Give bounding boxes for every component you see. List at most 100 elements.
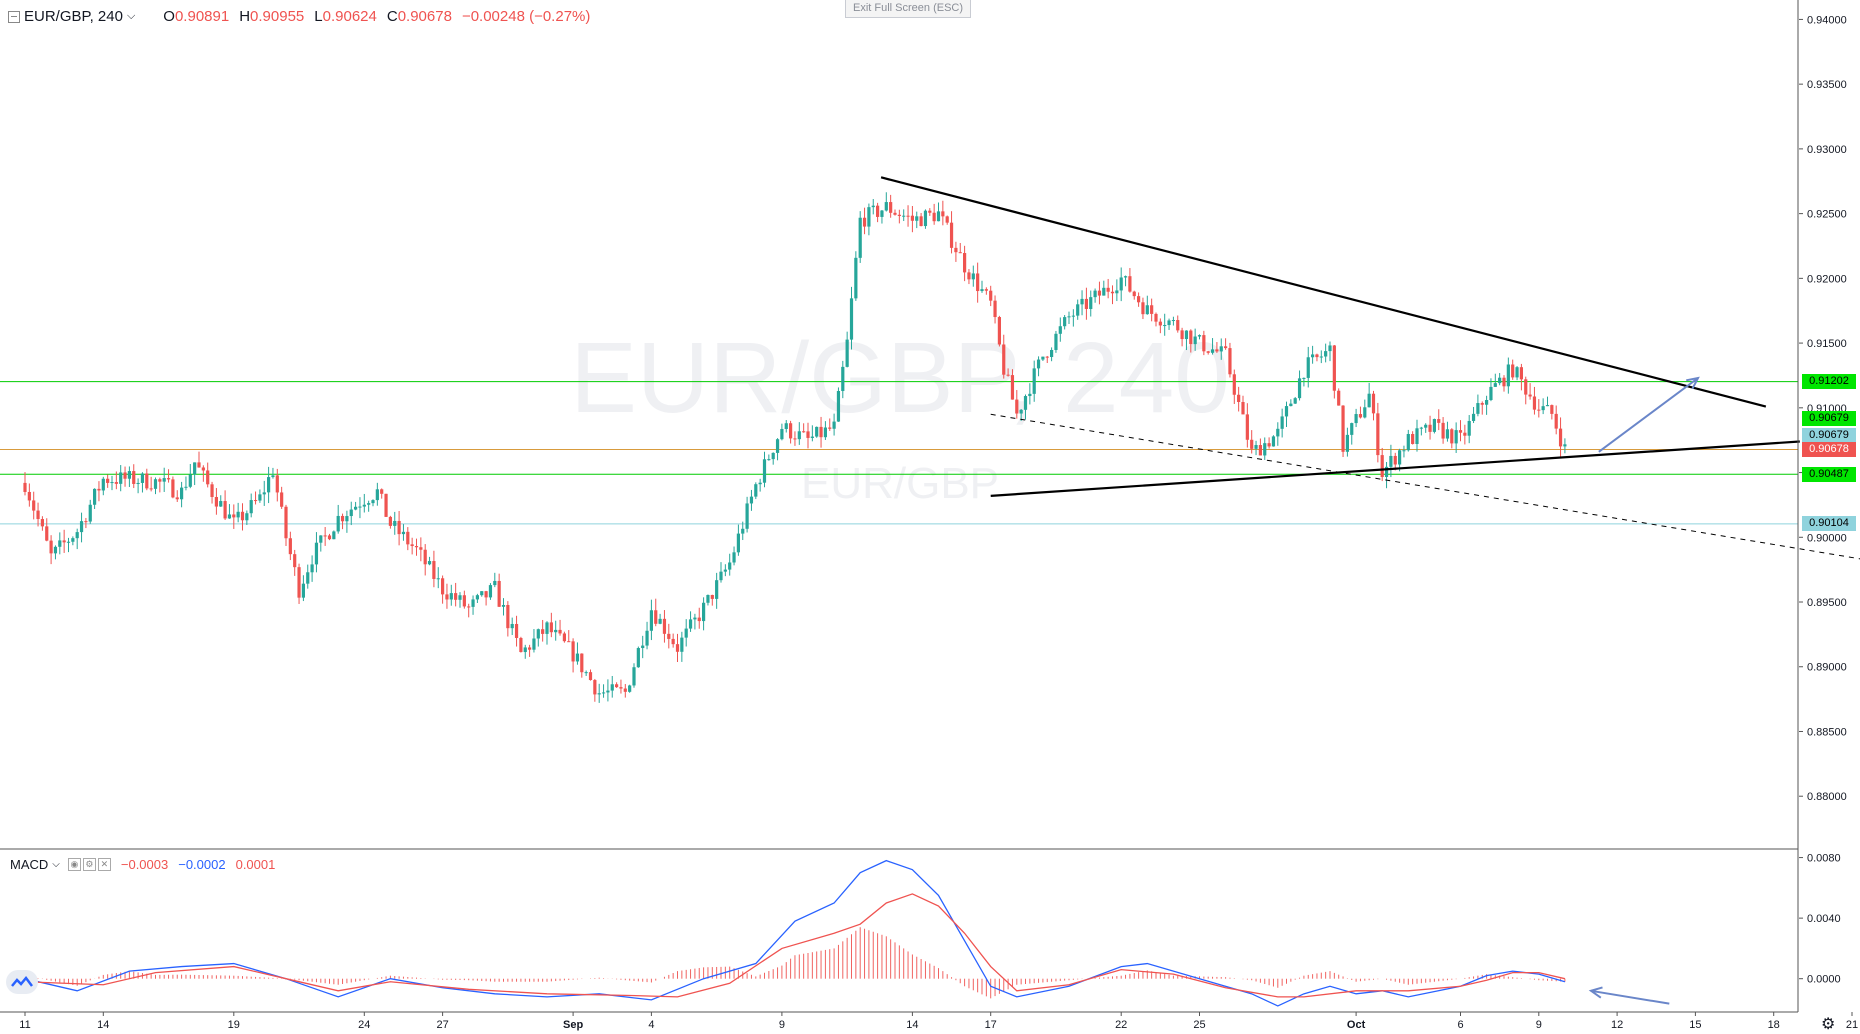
candle-body [219, 501, 223, 507]
candle-body [671, 638, 675, 645]
candle-body [110, 482, 114, 484]
price-tick-label: 0.89000 [1807, 662, 1847, 674]
candle-body [615, 684, 619, 688]
candle-body [493, 580, 497, 586]
candle-body [480, 591, 484, 596]
price-axis-tag: 0.90487 [1802, 466, 1856, 482]
candle-body [954, 247, 958, 253]
candle-body [849, 298, 854, 340]
candle-body [662, 618, 667, 634]
candle-body [1041, 356, 1045, 360]
gear-icon[interactable]: ⚙ [1821, 1016, 1836, 1033]
chevron-down-icon[interactable]: ⌵ [126, 10, 136, 22]
candle-body [562, 633, 566, 642]
menu-icon[interactable] [8, 10, 20, 23]
arrow-shaft [1590, 989, 1670, 1005]
candle-body [532, 638, 536, 650]
tradingview-logo-icon[interactable] [6, 970, 38, 994]
candle-body [153, 479, 158, 489]
candle-body [584, 672, 588, 674]
candle-body [1271, 436, 1276, 447]
candle-body [1254, 445, 1258, 449]
candle-body [227, 514, 232, 519]
candle-body [384, 493, 388, 517]
candle-body [1137, 296, 1141, 303]
candle-body [23, 482, 27, 492]
remove-close-icon[interactable]: ✕ [97, 858, 111, 871]
candle-body [414, 546, 419, 548]
candle-body [180, 487, 184, 500]
candlestick-series [23, 192, 1567, 703]
candle-body [1376, 413, 1380, 456]
candle-body [310, 564, 314, 573]
candle-body [1176, 320, 1180, 331]
candle-body [1237, 394, 1241, 402]
candle-body [1402, 450, 1406, 452]
candle-body [984, 289, 988, 291]
time-tick-label: Sep [563, 1019, 583, 1031]
candle-body [1067, 316, 1071, 318]
candle-body [258, 494, 262, 501]
candle-body [1311, 354, 1315, 358]
candle-body [841, 366, 845, 392]
candle-body [1215, 349, 1219, 352]
price-tick-label: 0.92000 [1807, 273, 1847, 285]
candle-body [1245, 414, 1249, 440]
trendline [880, 176, 1767, 408]
candle-body [49, 540, 53, 554]
symbol-label[interactable]: EUR/GBP, 240 [24, 8, 123, 25]
candle-body [1154, 313, 1158, 322]
candle-body [1328, 345, 1332, 352]
close-value: 0.90678 [397, 8, 452, 25]
signal-value: −0.0002 [178, 857, 226, 872]
candle-body [989, 290, 993, 301]
candle-body [1132, 291, 1136, 297]
settings-gear-icon[interactable]: ⚙ [82, 858, 96, 871]
time-tick-label: 25 [1193, 1019, 1205, 1031]
time-tick-label: 14 [97, 1019, 109, 1031]
price-tick-label: 0.93000 [1807, 144, 1847, 156]
candle-body [501, 604, 506, 607]
candle-body [53, 546, 58, 554]
candle-body [1263, 443, 1267, 456]
candle-body [397, 520, 401, 535]
candle-body [732, 552, 736, 563]
exit-fullscreen-button[interactable]: Exit Full Screen (ESC) [845, 0, 971, 18]
price-tick-label: 0.92500 [1807, 209, 1847, 221]
candle-body [236, 511, 240, 518]
candle-body [1441, 422, 1445, 439]
candle-body [1224, 346, 1228, 349]
candle-body [114, 482, 118, 484]
candle-body [145, 473, 149, 489]
candle-body [1106, 287, 1110, 292]
candle-body [806, 431, 810, 438]
candle-body [327, 535, 332, 540]
time-tick-label: Oct [1347, 1019, 1366, 1031]
candle-body [388, 516, 392, 526]
candle-body [393, 520, 397, 526]
price-tick-label: 0.90000 [1807, 532, 1847, 544]
visibility-eye-icon[interactable]: ◉ [67, 858, 81, 871]
macd-title[interactable]: MACD [10, 857, 49, 872]
candle-body [997, 317, 1001, 345]
candle-body [1424, 424, 1428, 428]
candle-body [1158, 321, 1162, 326]
candle-body [845, 339, 849, 367]
candle-body [945, 216, 949, 223]
chevron-down-icon[interactable]: ⌵ [52, 859, 60, 870]
candle-body [923, 210, 928, 227]
candle-body [84, 521, 88, 523]
candle-body [628, 685, 632, 692]
candle-body [545, 622, 549, 634]
candle-body [1476, 403, 1480, 414]
candle-body [1284, 406, 1289, 417]
time-tick-label: 9 [779, 1019, 785, 1031]
candle-body [1545, 405, 1550, 407]
candle-body [632, 667, 636, 686]
candle-body [1554, 413, 1558, 429]
candle-body [967, 272, 971, 280]
candle-body [1319, 356, 1323, 358]
candle-body [1541, 406, 1545, 411]
candle-body [906, 215, 910, 217]
